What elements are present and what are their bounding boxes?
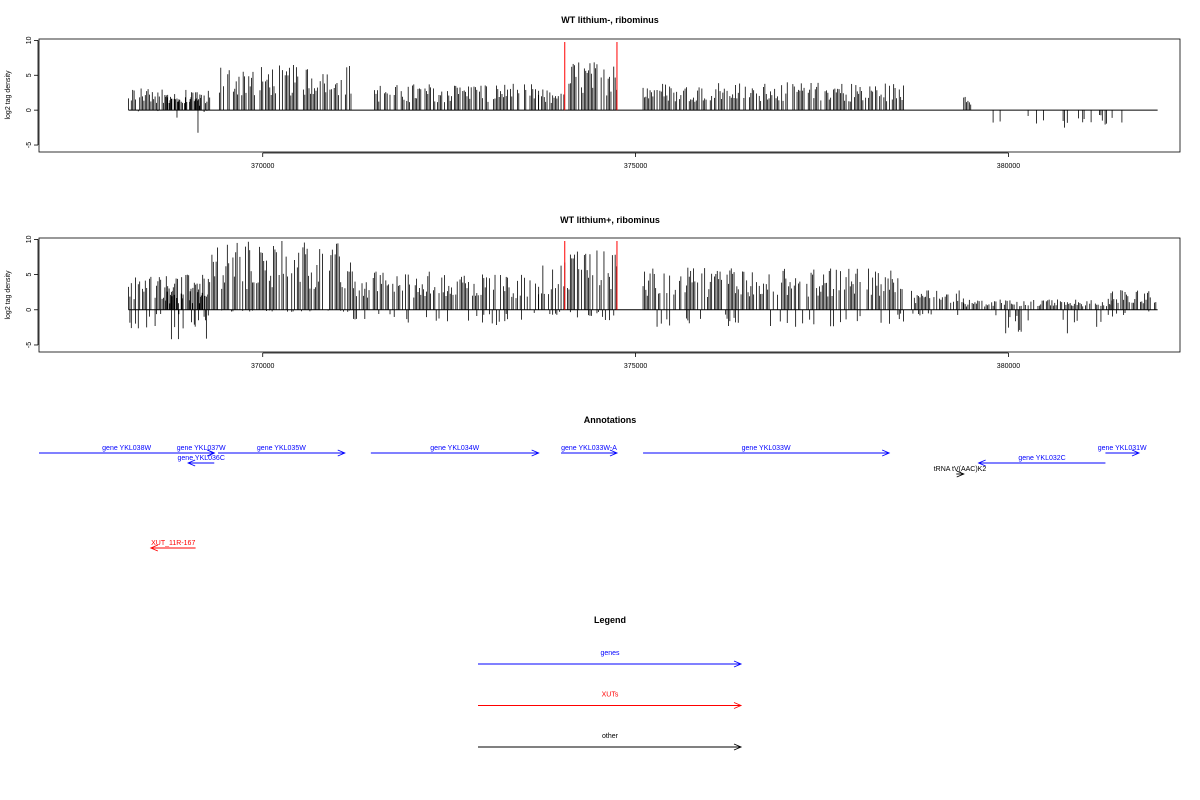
legend-arrow-head xyxy=(733,702,743,709)
feature-arrow-head xyxy=(1131,449,1141,457)
density-panel-lithium-plus: WT lithium+, ribominus log2 tag density … xyxy=(5,215,1181,370)
feature-label: gene YKL038W xyxy=(102,445,151,452)
x-tick-label: 375000 xyxy=(624,363,647,370)
feature-label: gene YKL034W xyxy=(430,445,479,452)
feature-label: gene YKL032C xyxy=(1018,455,1065,462)
feature-arrow-head xyxy=(337,449,346,457)
feature-label: tRNA tV(AAC)K2 xyxy=(934,466,987,473)
legend-arrow-head xyxy=(733,743,743,751)
x-tick-label: 370000 xyxy=(251,163,274,170)
feature-gene: gene YKL031W xyxy=(1098,445,1147,457)
x-tick-label: 380000 xyxy=(997,163,1020,170)
feature-gene: gene YKL033W-A xyxy=(561,445,619,457)
feature-label: gene YKL035W xyxy=(257,445,306,452)
feature-gene: gene YKL032C xyxy=(977,455,1106,467)
feature-arrow-head xyxy=(881,449,891,457)
feature-label: gene YKL036C xyxy=(178,455,225,462)
legend-arrow-head xyxy=(733,660,743,668)
y-tick-label: 5 xyxy=(26,273,33,277)
plot-frame xyxy=(38,237,1181,353)
legend-item: other xyxy=(478,733,743,751)
y-axis-label: log2 tag density xyxy=(5,270,12,320)
feature-label: gene YKL037W xyxy=(177,445,226,452)
y-axis: -5 0 5 10 xyxy=(26,235,39,348)
y-tick-label: 5 xyxy=(26,73,33,77)
density-bars xyxy=(128,241,1158,340)
feature-arrow-head xyxy=(149,544,159,552)
legend: Legend genes XUTs other xyxy=(478,615,743,751)
y-tick-label: -5 xyxy=(26,142,33,148)
annotation-features: gene YKL038W gene YKL037W gene YKL036C gene… xyxy=(39,445,1147,552)
y-tick-label: 10 xyxy=(26,235,33,243)
y-tick-label: 0 xyxy=(26,108,33,112)
y-axis-label: log2 tag density xyxy=(5,70,12,120)
feature-arrow-head xyxy=(207,449,216,457)
x-axis: 370000 375000 380000 xyxy=(251,152,1020,170)
x-tick-label: 380000 xyxy=(997,363,1020,370)
legend-label: other xyxy=(602,733,619,740)
x-axis: 370000 375000 380000 xyxy=(251,352,1020,370)
feature-xut: XUT_11R-167 xyxy=(149,540,196,552)
legend-item: genes xyxy=(478,650,743,668)
panel-title: WT lithium-, ribominus xyxy=(561,15,659,25)
y-tick-label: -5 xyxy=(26,342,33,348)
feature-gene: gene YKL035W xyxy=(217,445,346,457)
feature-arrow-head xyxy=(977,459,986,467)
y-tick-label: 10 xyxy=(26,36,33,44)
feature-label: gene YKL031W xyxy=(1098,445,1147,452)
y-tick-label: 0 xyxy=(26,308,33,312)
feature-gene: gene YKL033W xyxy=(643,445,891,457)
feature-arrow-head xyxy=(956,470,965,478)
feature-other: tRNA tV(AAC)K2 xyxy=(934,466,987,478)
feature-label: gene YKL033W xyxy=(742,445,791,452)
panel-title: WT lithium+, ribominus xyxy=(560,215,660,225)
x-tick-label: 375000 xyxy=(624,163,647,170)
y-axis: -5 0 5 10 xyxy=(26,36,39,148)
region-markers xyxy=(564,241,618,310)
plot-frame xyxy=(38,38,1181,153)
legend-label: genes xyxy=(600,650,620,657)
x-tick-label: 370000 xyxy=(251,363,274,370)
region-markers xyxy=(564,42,618,111)
legend-label: XUTs xyxy=(602,692,619,699)
density-panel-lithium-minus: WT lithium-, ribominus log2 tag density … xyxy=(5,15,1181,170)
feature-arrow-head xyxy=(187,459,196,467)
feature-gene: gene YKL036C xyxy=(178,455,225,467)
feature-gene: gene YKL034W xyxy=(370,445,540,457)
feature-label: XUT_11R-167 xyxy=(151,540,195,547)
feature-label: gene YKL033W-A xyxy=(561,445,617,452)
annotation-track: Annotations gene YKL038W gene YKL037Wgene… xyxy=(39,415,1147,552)
annotations-title: Annotations xyxy=(584,415,637,425)
feature-arrow-head xyxy=(531,449,540,457)
legend-title: Legend xyxy=(594,615,626,625)
feature-gene: gene YKL037W xyxy=(177,445,226,457)
density-bars xyxy=(128,62,1158,133)
legend-item: XUTs xyxy=(478,692,743,709)
feature-arrow-head xyxy=(609,449,619,457)
legend-items: genes XUTs other xyxy=(478,650,743,751)
